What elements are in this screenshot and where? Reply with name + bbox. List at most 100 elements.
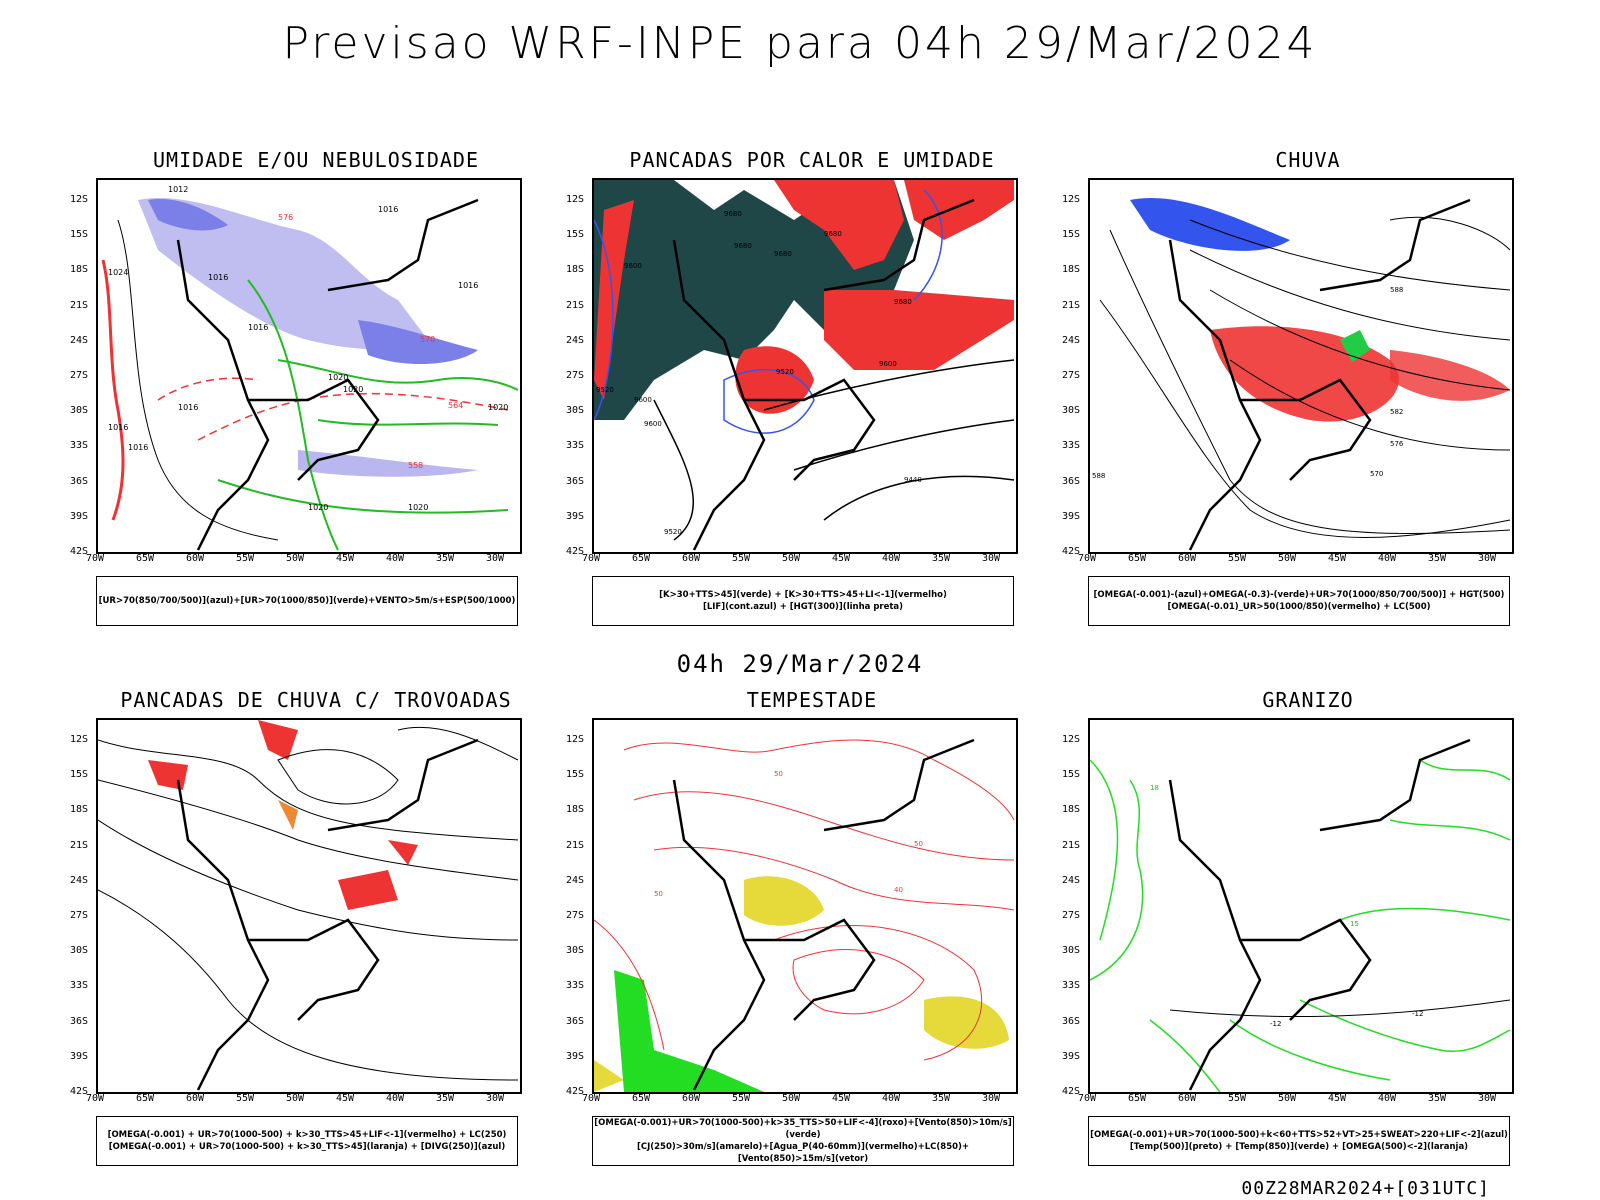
lat-tick-label: 21S (1062, 299, 1081, 311)
contour-label: 570 (1370, 470, 1383, 478)
lon-tick-label: 35W (1428, 1093, 1447, 1104)
lat-tick-label: 12S (566, 734, 585, 745)
lat-tick-label: 42S (1062, 546, 1081, 557)
lat-tick-label: 27S (566, 370, 585, 381)
legend-line: [UR>70(850/700/500)](azul)+[UR>70(1000/8… (98, 596, 516, 606)
lon-tick-label: 65W (136, 553, 155, 564)
contour-label: 50 (914, 840, 923, 848)
legend-line: [OMEGA(-0.01)_UR>50(1000/850)(vermelho) … (1167, 602, 1431, 612)
lon-tick-label: 60W (682, 553, 701, 564)
lon-tick-label: 50W (782, 1093, 801, 1104)
lat-tick-label: 36S (1062, 1015, 1081, 1027)
lat-tick-label: 36S (566, 475, 585, 487)
map-svg: 1012 1016 1016 1020 1016 1024 1020 1016 … (101, 185, 519, 551)
lon-tick-label: 35W (932, 553, 951, 564)
contour-label: 1016 (378, 205, 398, 214)
contour-label: 9680 (894, 298, 912, 306)
lat-tick-label: 33S (70, 980, 89, 992)
contour-label: 50 (774, 770, 783, 778)
lon-tick-label: 40W (386, 1093, 405, 1104)
legend-line: [OMEGA(-0.001) + UR>70(1000-500) + k>30_… (108, 1142, 506, 1152)
contour-label: 1020 (308, 503, 328, 512)
main-title: Previsao WRF-INPE para 04h 29/Mar/2024 (282, 18, 1318, 69)
contour-label: 588 (1390, 286, 1403, 294)
panel-legend: [OMEGA(-0.001)+UR>70(1000-500)+k<60+TTS>… (1088, 1116, 1510, 1166)
lat-tick-label: 21S (566, 299, 585, 311)
panel-title: GRANIZO (1262, 688, 1354, 712)
panel-legend: [K>30+TTS>45](verde) + [K>30+TTS>45+LI<-… (592, 576, 1014, 626)
lat-tick-label: 36S (70, 475, 89, 487)
contour-label: 1016 (458, 281, 478, 290)
contour-label: 40 (894, 886, 903, 894)
contour-label: 576 (278, 213, 293, 222)
lon-tick-label: 35W (1428, 553, 1447, 564)
contour-label: 576 (1390, 440, 1404, 448)
lon-tick-label: 30W (982, 553, 1001, 564)
lat-tick-label: 21S (1062, 839, 1081, 851)
contour-label: -12 (1412, 1010, 1423, 1018)
lon-tick-label: 45W (832, 1093, 851, 1104)
contour-label: 9520 (664, 528, 682, 536)
lon-tick-label: 60W (1178, 1093, 1197, 1104)
lon-tick-label: 65W (136, 1093, 155, 1104)
contour-label: 9600 (879, 360, 897, 368)
lon-tick-label: 40W (882, 1093, 901, 1104)
contour-label: 1016 (248, 323, 268, 332)
panel-title: PANCADAS POR CALOR E UMIDADE (629, 148, 995, 172)
lat-tick-label: 30S (70, 945, 89, 957)
contour-label: 9600 (624, 262, 642, 270)
lon-tick-label: 40W (1378, 553, 1397, 564)
lat-tick-label: 18S (566, 804, 585, 816)
lon-tick-label: 55W (236, 553, 255, 564)
lon-tick-label: 70W (86, 553, 105, 564)
lon-tick-label: 30W (486, 553, 505, 564)
map-storm: 50 50 40 50 (592, 718, 1018, 1094)
contour-label: 1012 (168, 185, 188, 194)
lat-tick-label: 21S (566, 839, 585, 851)
lat-tick-label: 42S (566, 1086, 585, 1097)
lat-tick-label: 42S (70, 1086, 89, 1097)
panel-title: UMIDADE E/OU NEBULOSIDADE (152, 148, 480, 172)
lon-tick-label: 65W (632, 553, 651, 564)
lat-tick-label: 24S (70, 874, 89, 886)
lat-tick-label: 33S (1062, 440, 1081, 452)
mid-title: 04h 29/Mar/2024 (676, 650, 924, 678)
lat-tick-label: 15S (566, 229, 585, 241)
lat-tick-label: 18S (1062, 264, 1081, 276)
lat-tick-label: 33S (566, 440, 585, 452)
contour-label: 9600 (644, 420, 662, 428)
contour-label: 1024 (108, 268, 128, 277)
panel-legend: [OMEGA(-0.001)+UR>70(1000-500)+k>35_TTS>… (592, 1116, 1014, 1166)
contour-label: 588 (1092, 472, 1105, 480)
lat-tick-label: 39S (1062, 1050, 1081, 1062)
lon-tick-label: 45W (1328, 1093, 1347, 1104)
lon-tick-label: 30W (1478, 1093, 1497, 1104)
lat-tick-label: 15S (70, 769, 89, 781)
lon-tick-label: 40W (882, 553, 901, 564)
lat-tick-label: 42S (566, 546, 585, 557)
lat-tick-label: 15S (566, 769, 585, 781)
lat-tick-label: 24S (566, 334, 585, 346)
lat-tick-label: 39S (1062, 510, 1081, 522)
lat-tick-label: 42S (70, 546, 89, 557)
footer-timestamp: 00Z28MAR2024+[031UTC] (1241, 1178, 1490, 1199)
lat-tick-label: 15S (1062, 229, 1081, 241)
lat-tick-label: 33S (1062, 980, 1081, 992)
contour-label: 9440 (904, 476, 922, 484)
lat-tick-label: 24S (566, 874, 585, 886)
contour-label: 9680 (774, 250, 792, 258)
lon-tick-label: 50W (782, 553, 801, 564)
lat-tick-label: 30S (70, 405, 89, 417)
lon-tick-label: 45W (336, 553, 355, 564)
contour-label: 564 (448, 401, 463, 410)
contour-label: -12 (1270, 1020, 1281, 1028)
panel-legend: [UR>70(850/700/500)](azul)+[UR>70(1000/8… (96, 576, 518, 626)
contour-label: 18 (1150, 784, 1159, 792)
lon-tick-label: 70W (582, 1093, 601, 1104)
map-svg: 588 582 576 570 588 (1092, 198, 1511, 551)
contour-label: 9680 (824, 230, 842, 238)
contour-label: 1016 (128, 443, 148, 452)
map-heat-showers: 9680 9680 9680 9680 9600 9680 9600 9520 … (592, 178, 1018, 554)
lon-tick-label: 60W (186, 1093, 205, 1104)
lat-tick-label: 39S (70, 1050, 89, 1062)
